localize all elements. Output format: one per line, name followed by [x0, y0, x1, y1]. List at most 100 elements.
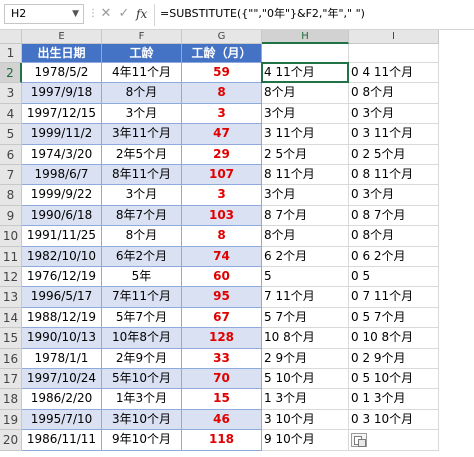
cell-h2[interactable]: 4 11个月 — [262, 63, 349, 84]
row-header[interactable]: 14 — [0, 307, 22, 329]
cell-f5[interactable]: 3年11个月 — [102, 124, 182, 145]
cell-e20[interactable]: 1986/11/11 — [22, 430, 102, 451]
cell-e2[interactable]: 1978/5/2 — [22, 63, 102, 84]
column-header-e[interactable]: E — [22, 30, 102, 44]
cell-g17[interactable]: 70 — [182, 369, 262, 390]
cell-h19[interactable]: 3 10个月 — [262, 409, 349, 431]
row-header[interactable]: 3 — [0, 83, 22, 104]
cell-i8[interactable]: 0 3个月 — [349, 185, 439, 206]
cell-f2[interactable]: 4年11个月 — [102, 63, 182, 84]
name-box[interactable]: H2 ▼ — [4, 4, 84, 24]
cell-g9[interactable]: 103 — [182, 205, 262, 227]
row-header[interactable]: 1 — [0, 44, 22, 63]
cell-h18[interactable]: 1 3个月 — [262, 389, 349, 410]
cell-h1[interactable] — [262, 44, 349, 63]
cell-h15[interactable]: 10 8个月 — [262, 328, 349, 349]
cell-g14[interactable]: 67 — [182, 307, 262, 329]
cell-e13[interactable]: 1996/5/17 — [22, 287, 102, 308]
cell-g2[interactable]: 59 — [182, 63, 262, 84]
row-header[interactable]: 10 — [0, 226, 22, 247]
cell-f7[interactable]: 8年11个月 — [102, 165, 182, 186]
row-header[interactable]: 17 — [0, 369, 22, 390]
cell-g12[interactable]: 60 — [182, 267, 262, 288]
cell-i2[interactable]: 0 4 11个月 — [349, 63, 439, 84]
row-header[interactable]: 11 — [0, 246, 22, 267]
cell-h7[interactable]: 8 11个月 — [262, 165, 349, 186]
cell-g20[interactable]: 118 — [182, 430, 262, 451]
cancel-button[interactable]: ✕ — [100, 6, 112, 21]
cell-h12[interactable]: 5 — [262, 267, 349, 288]
cell-h17[interactable]: 5 10个月 — [262, 369, 349, 390]
cell-i12[interactable]: 0 5 — [349, 267, 439, 288]
cell-e3[interactable]: 1997/9/18 — [22, 83, 102, 104]
cell-e6[interactable]: 1974/3/20 — [22, 144, 102, 165]
cell-i15[interactable]: 0 10 8个月 — [349, 328, 439, 349]
insert-function-button[interactable]: fx — [136, 7, 148, 21]
cell-f11[interactable]: 6年2个月 — [102, 246, 182, 267]
cell-e11[interactable]: 1982/10/10 — [22, 246, 102, 267]
cell-e12[interactable]: 1976/12/19 — [22, 267, 102, 288]
cell-e19[interactable]: 1995/7/10 — [22, 409, 102, 431]
cell-g5[interactable]: 47 — [182, 124, 262, 145]
select-all-corner[interactable] — [0, 30, 22, 44]
row-header[interactable]: 5 — [0, 124, 22, 145]
row-header[interactable]: 13 — [0, 287, 22, 308]
cell-g18[interactable]: 15 — [182, 389, 262, 410]
cell-i4[interactable]: 0 3个月 — [349, 103, 439, 125]
cell-h10[interactable]: 8个月 — [262, 226, 349, 247]
cell-e9[interactable]: 1990/6/18 — [22, 205, 102, 227]
row-header[interactable]: 2 — [0, 63, 22, 84]
cell-g6[interactable]: 29 — [182, 144, 262, 165]
cell-g3[interactable]: 8 — [182, 83, 262, 104]
cell-f13[interactable]: 7年11个月 — [102, 287, 182, 308]
cell-i3[interactable]: 0 8个月 — [349, 83, 439, 104]
column-header-g[interactable]: G — [182, 30, 262, 44]
row-header[interactable]: 9 — [0, 205, 22, 227]
cell-i7[interactable]: 0 8 11个月 — [349, 165, 439, 186]
cell-e18[interactable]: 1986/2/20 — [22, 389, 102, 410]
cell-i14[interactable]: 0 5 7个月 — [349, 307, 439, 329]
cell-g15[interactable]: 128 — [182, 328, 262, 349]
row-header[interactable]: 20 — [0, 430, 22, 451]
cell-g19[interactable]: 46 — [182, 409, 262, 431]
cell-h13[interactable]: 7 11个月 — [262, 287, 349, 308]
enter-button[interactable]: ✓ — [118, 6, 130, 21]
cell-i5[interactable]: 0 3 11个月 — [349, 124, 439, 145]
cell-e17[interactable]: 1997/10/24 — [22, 369, 102, 390]
cell-h3[interactable]: 8个月 — [262, 83, 349, 104]
cell-i16[interactable]: 0 2 9个月 — [349, 348, 439, 369]
cell-e8[interactable]: 1999/9/22 — [22, 185, 102, 206]
cell-g4[interactable]: 3 — [182, 103, 262, 125]
cell-f8[interactable]: 3个月 — [102, 185, 182, 206]
cell-g7[interactable]: 107 — [182, 165, 262, 186]
cell-f18[interactable]: 1年3个月 — [102, 389, 182, 410]
cell-g13[interactable]: 95 — [182, 287, 262, 308]
column-header-f[interactable]: F — [102, 30, 182, 44]
cell-e7[interactable]: 1998/6/7 — [22, 165, 102, 186]
cell-i11[interactable]: 0 6 2个月 — [349, 246, 439, 267]
row-header[interactable]: 16 — [0, 348, 22, 369]
cell-h6[interactable]: 2 5个月 — [262, 144, 349, 165]
cell-e5[interactable]: 1999/11/2 — [22, 124, 102, 145]
row-header[interactable]: 7 — [0, 165, 22, 186]
cell-g1[interactable]: 工龄（月） — [182, 44, 262, 63]
cell-i1[interactable] — [349, 44, 439, 63]
column-header-h[interactable]: H — [262, 30, 349, 44]
cell-g8[interactable]: 3 — [182, 185, 262, 206]
cell-f14[interactable]: 5年7个月 — [102, 307, 182, 329]
cell-i19[interactable]: 0 3 10个月 — [349, 409, 439, 431]
cell-i10[interactable]: 0 8个月 — [349, 226, 439, 247]
cell-f1[interactable]: 工龄 — [102, 44, 182, 63]
cell-f12[interactable]: 5年 — [102, 267, 182, 288]
cell-f15[interactable]: 10年8个月 — [102, 328, 182, 349]
row-header[interactable]: 18 — [0, 389, 22, 410]
cell-h20[interactable]: 9 10个月 — [262, 430, 349, 451]
cell-f20[interactable]: 9年10个月 — [102, 430, 182, 451]
chevron-down-icon[interactable]: ▼ — [72, 9, 79, 19]
row-header[interactable]: 19 — [0, 409, 22, 431]
cell-h11[interactable]: 6 2个月 — [262, 246, 349, 267]
cell-h16[interactable]: 2 9个月 — [262, 348, 349, 369]
cell-f10[interactable]: 8个月 — [102, 226, 182, 247]
cell-i9[interactable]: 0 8 7个月 — [349, 205, 439, 227]
cell-f16[interactable]: 2年9个月 — [102, 348, 182, 369]
